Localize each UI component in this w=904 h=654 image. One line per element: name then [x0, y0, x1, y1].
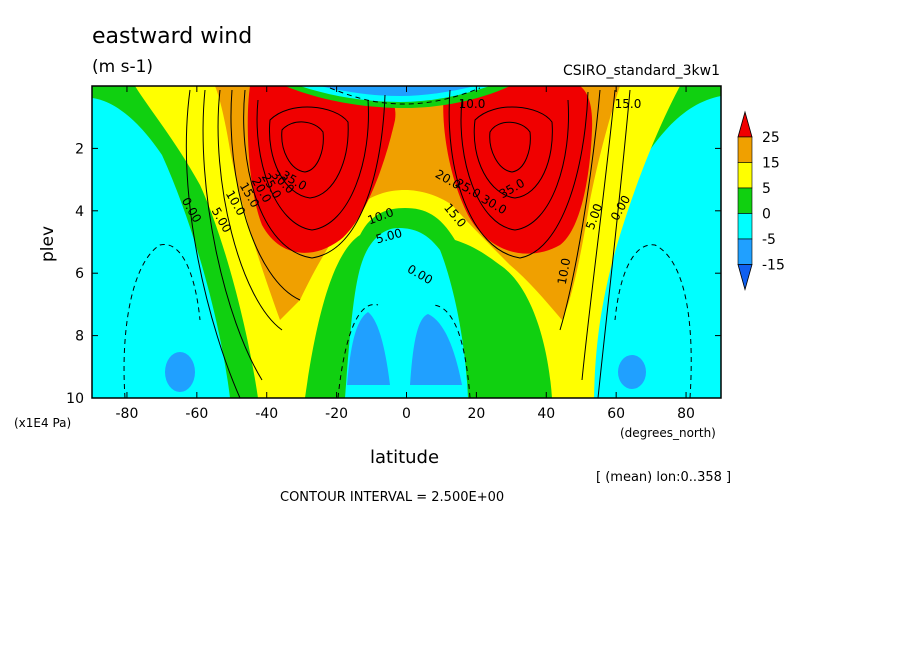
- colorbar-label: 15: [762, 156, 780, 172]
- x-tick-label: 80: [677, 406, 695, 422]
- lightblue-region-equatorial-right: [410, 314, 462, 385]
- colorbar-swatch: [737, 238, 753, 265]
- x-axis-ticks: -80 -60 -40 -20 0 20 40 60 80: [116, 86, 695, 422]
- x-tick-label: -80: [116, 406, 139, 422]
- contour-label: 10.0: [555, 257, 573, 286]
- lightblue-region-south: [165, 352, 195, 392]
- x-tick-label: 0: [402, 406, 411, 422]
- contour-lines-southern: [185, 89, 386, 398]
- x-tick-label: 40: [537, 406, 555, 422]
- colorbar: 25 15 5 0 -5 -15: [737, 110, 785, 291]
- colorbar-swatch: [737, 213, 753, 240]
- contour-lines-negative: [123, 87, 692, 398]
- stratosphere-easterly-core: [320, 86, 475, 96]
- y-axis-ticks: 2 4 6 8 10: [66, 141, 721, 407]
- colorbar-label: -15: [762, 258, 785, 274]
- chart-units: (m s-1): [92, 57, 154, 77]
- x-axis-units: (degrees_north): [620, 426, 716, 440]
- contour-labels: 0.00 5.0010.015.020.025.030.035.010.05.00…: [179, 97, 642, 287]
- colorbar-swatch: [737, 162, 753, 189]
- colorbar-label: 25: [762, 130, 780, 146]
- contour-lines-northern: [448, 89, 631, 398]
- y-tick-label: 8: [75, 329, 84, 345]
- x-axis-label: latitude: [370, 447, 440, 468]
- contour-interval: CONTOUR INTERVAL = 2.500E+00: [280, 490, 505, 505]
- colorbar-label: -5: [762, 232, 776, 248]
- contour-label: 5.00: [374, 226, 403, 246]
- averaging-note: [ (mean) lon:0..358 ]: [596, 470, 732, 485]
- colorbar-label: 5: [762, 181, 771, 197]
- lightblue-region-equatorial-left: [347, 312, 390, 385]
- colorbar-swatch: [737, 136, 753, 163]
- dataset-name: CSIRO_standard_3kw1: [562, 63, 720, 79]
- y-tick-label: 10: [66, 391, 84, 407]
- y-tick-label: 4: [75, 204, 84, 220]
- x-tick-label: 20: [467, 406, 485, 422]
- y-tick-label: 2: [75, 141, 84, 157]
- contour-label: 15.0: [615, 97, 642, 111]
- x-tick-label: -60: [185, 406, 208, 422]
- colorbar-arrow-top: [737, 110, 753, 138]
- lightblue-region-north: [618, 355, 646, 389]
- x-tick-label: 60: [607, 406, 625, 422]
- x-tick-label: -20: [325, 406, 348, 422]
- contour-field: [92, 86, 721, 398]
- colorbar-arrow-bottom: [737, 264, 753, 291]
- contour-label: 10.0: [459, 97, 486, 111]
- y-tick-label: 6: [75, 266, 84, 282]
- x-tick-label: -40: [255, 406, 278, 422]
- colorbar-swatch: [737, 187, 753, 214]
- chart-title: eastward wind: [92, 24, 253, 49]
- y-axis-label: plev: [38, 225, 58, 262]
- colorbar-label: 0: [762, 207, 771, 223]
- y-axis-units: (x1E4 Pa): [14, 416, 72, 430]
